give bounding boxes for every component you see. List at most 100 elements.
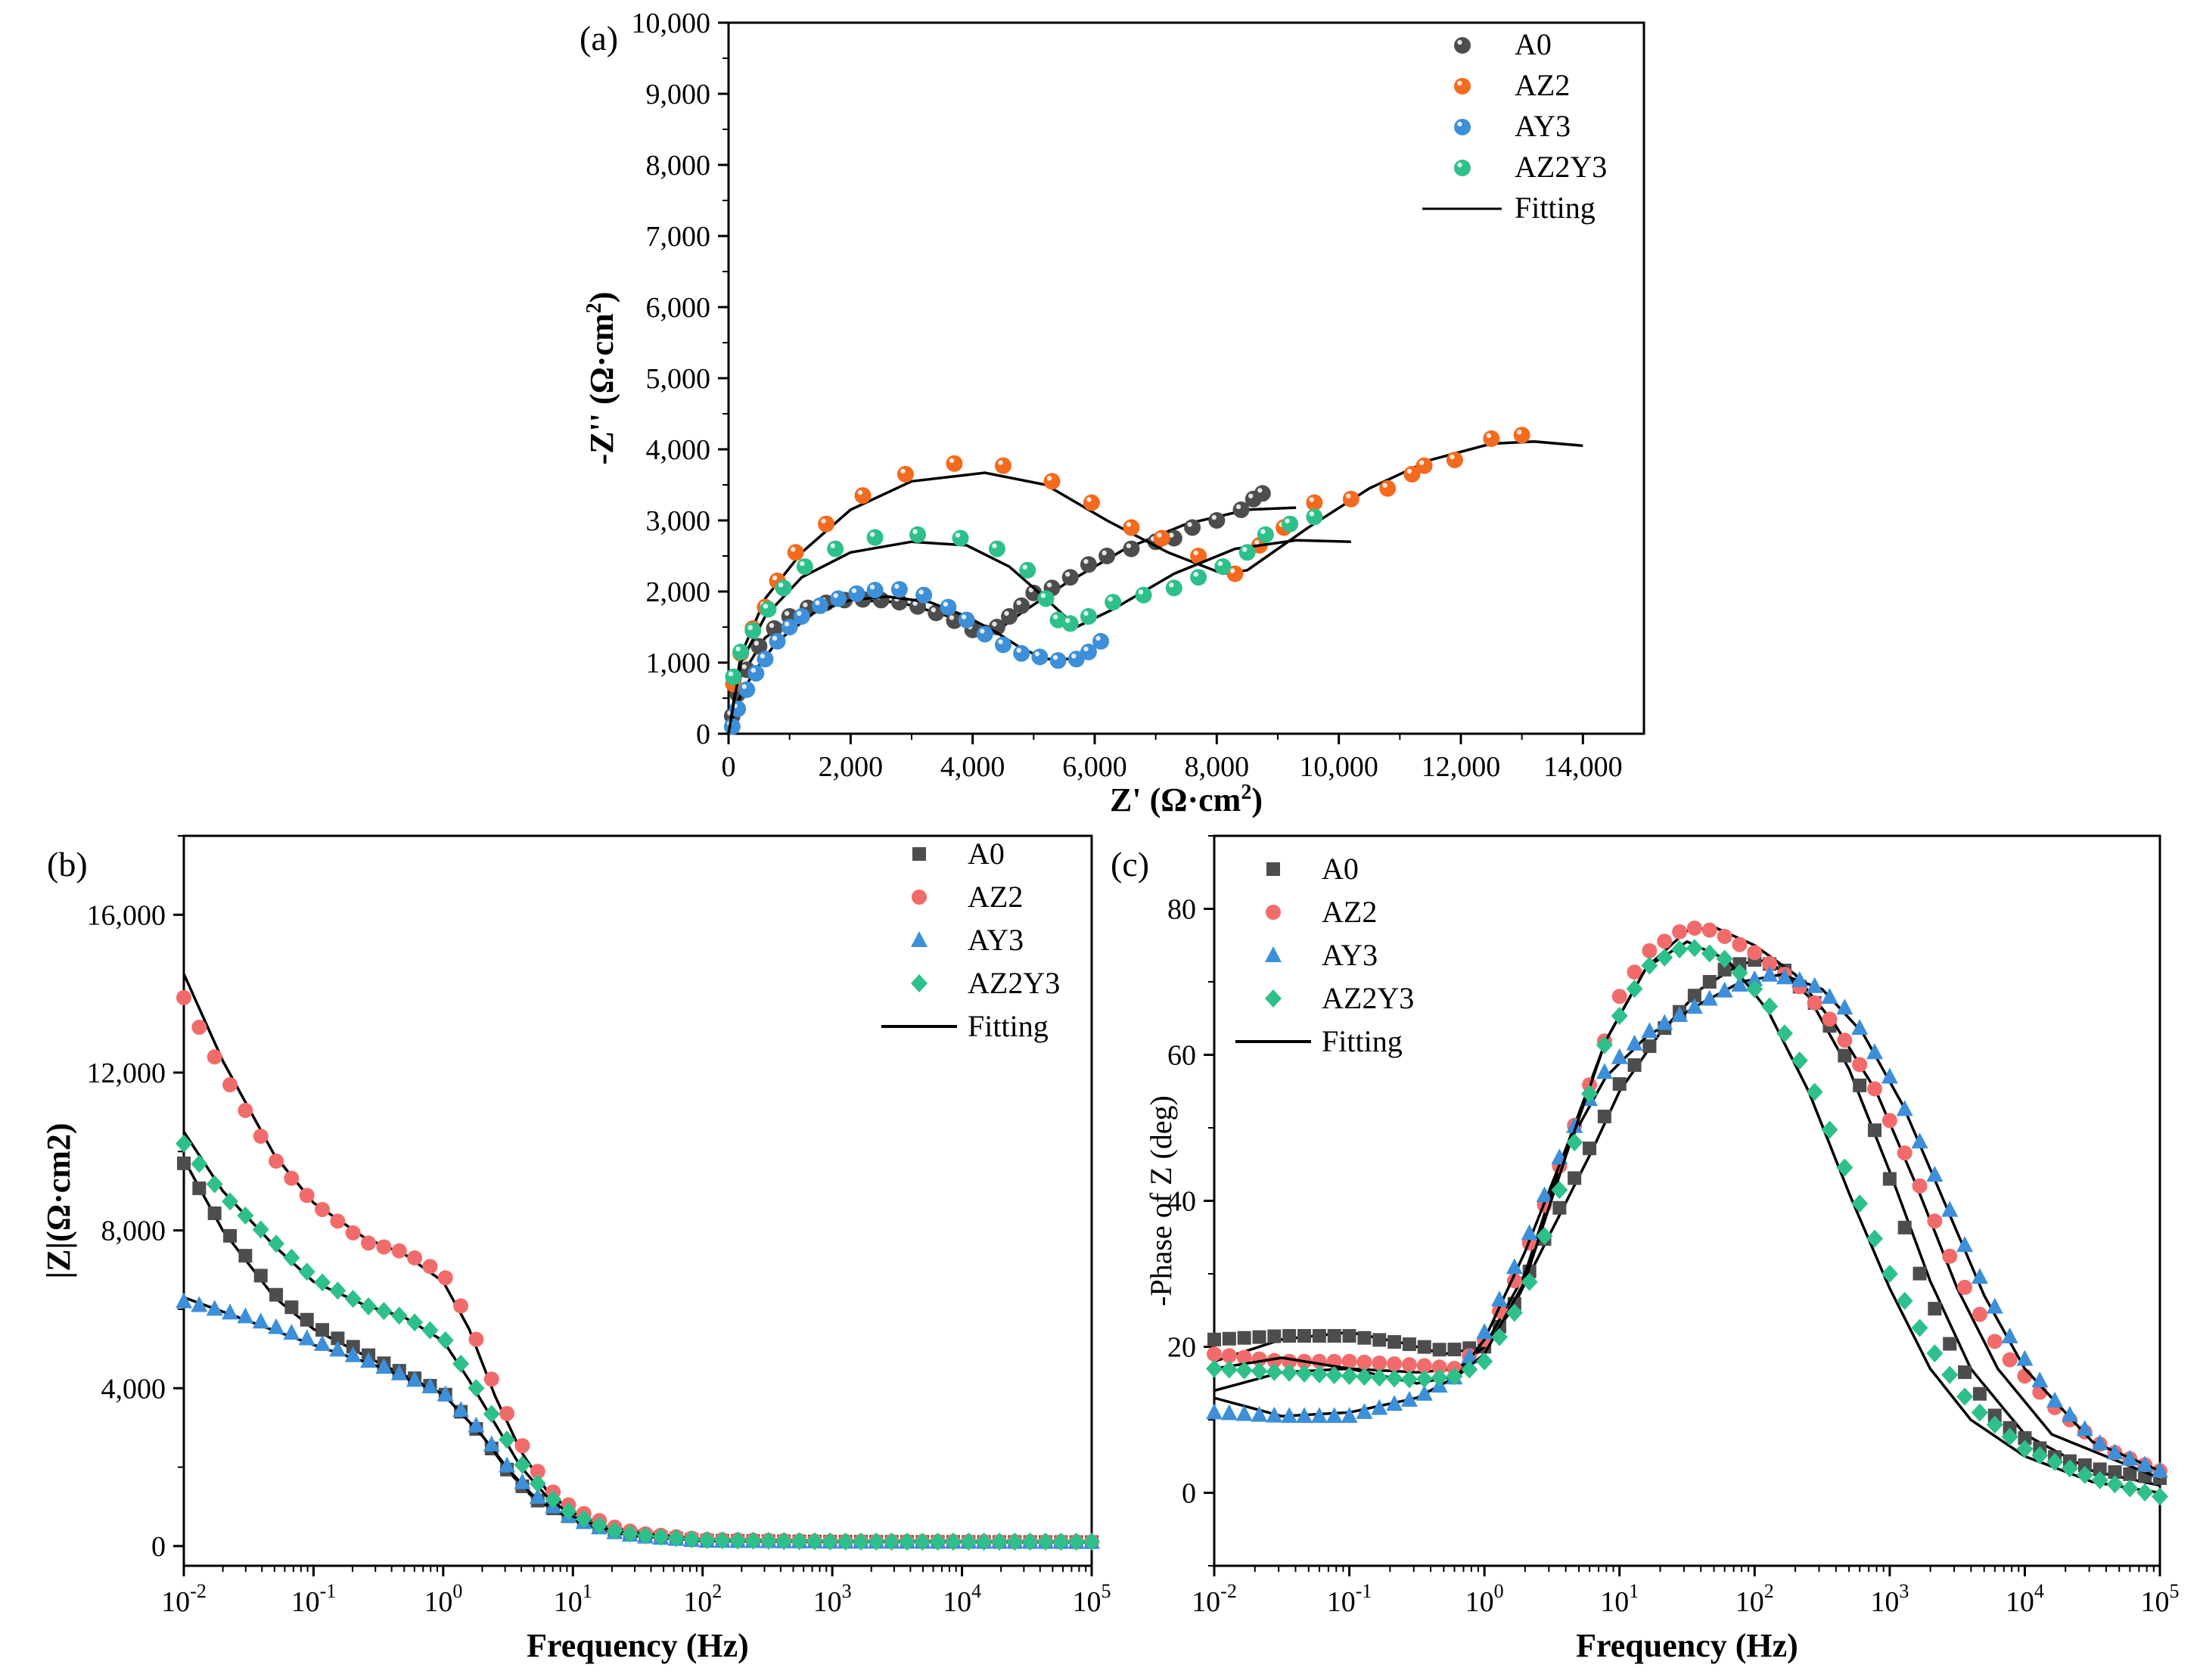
data-point bbox=[1611, 1007, 1628, 1026]
x-tick-base: 10 bbox=[1192, 1586, 1220, 1618]
data-point-highlight bbox=[772, 635, 778, 641]
x-tick-label: 105 bbox=[1073, 1580, 1111, 1618]
y-tick-label: 8,000 bbox=[101, 1216, 166, 1247]
data-point bbox=[1236, 1349, 1252, 1365]
data-point bbox=[1401, 1357, 1417, 1373]
data-point-highlight bbox=[1309, 511, 1315, 517]
data-point bbox=[827, 540, 844, 557]
data-point bbox=[1207, 1332, 1221, 1346]
data-point-highlight bbox=[778, 582, 784, 588]
data-point bbox=[1943, 1337, 1957, 1351]
data-point bbox=[315, 1323, 330, 1337]
data-point bbox=[514, 1473, 531, 1489]
data-point bbox=[1296, 1407, 1313, 1424]
data-point bbox=[1221, 1348, 1237, 1364]
data-point bbox=[483, 1435, 500, 1452]
data-point-highlight bbox=[1086, 497, 1092, 502]
axis-title: Z' (Ω·cm2) bbox=[1110, 781, 1263, 818]
data-point bbox=[723, 718, 741, 735]
data-point bbox=[1036, 1532, 1054, 1551]
data-point-highlight bbox=[1065, 618, 1070, 623]
fit-line-AZ2 bbox=[182, 973, 1092, 1543]
data-point bbox=[1747, 945, 1763, 961]
x-tick-label: 10-1 bbox=[291, 1580, 337, 1618]
data-point bbox=[237, 1307, 254, 1324]
data-point bbox=[1941, 1200, 1959, 1217]
data-point bbox=[1386, 1369, 1403, 1388]
data-point-highlight bbox=[1169, 533, 1174, 538]
data-point bbox=[298, 1329, 315, 1346]
data-point bbox=[1866, 1043, 1884, 1060]
data-point bbox=[1013, 644, 1030, 662]
data-point bbox=[1325, 1366, 1343, 1385]
legend: A0 AZ2 AY3 AZ2Y3 Fitting bbox=[881, 837, 1060, 1043]
data-point bbox=[1235, 1405, 1253, 1421]
data-point bbox=[468, 1416, 485, 1433]
legend-marker-AZ2Y3-highlight bbox=[1457, 162, 1462, 168]
data-point-highlight bbox=[1450, 454, 1455, 460]
data-point-highlight bbox=[1157, 533, 1162, 538]
data-point bbox=[1341, 1367, 1358, 1386]
data-point bbox=[391, 1243, 407, 1259]
data-point bbox=[738, 681, 756, 698]
data-point bbox=[866, 529, 884, 546]
data-point-highlight bbox=[931, 607, 936, 613]
data-point-highlight bbox=[1406, 468, 1412, 474]
data-point-highlight bbox=[998, 639, 1003, 644]
x-tick-label: 102 bbox=[683, 1580, 722, 1618]
data-point-highlight bbox=[869, 584, 875, 590]
data-point-highlight bbox=[943, 601, 949, 607]
data-point bbox=[1851, 1019, 1869, 1036]
data-point bbox=[2016, 1349, 2034, 1366]
data-point-highlight bbox=[769, 623, 775, 629]
data-point bbox=[1049, 652, 1067, 669]
panel-b: 10-2 10-1 100 101 102 103 104 10504,0008,00012,… bbox=[40, 834, 1111, 1664]
y-tick-label: 6,000 bbox=[646, 292, 711, 324]
fit-line-AZ2Y3 bbox=[727, 539, 1351, 734]
data-point bbox=[223, 1228, 238, 1243]
data-point bbox=[1402, 1337, 1416, 1352]
data-point bbox=[1251, 1405, 1268, 1422]
data-point-highlight bbox=[955, 533, 961, 538]
legend-marker-AZ2 bbox=[1454, 78, 1471, 95]
data-point-highlight bbox=[1516, 430, 1522, 435]
panel-c: 10-2 10-1 100 101 102 103 104 105020406080(c)Fr… bbox=[1111, 834, 2180, 1664]
data-point bbox=[1431, 1368, 1448, 1387]
data-point bbox=[787, 544, 804, 561]
data-point bbox=[1836, 1158, 1854, 1177]
data-point-highlight bbox=[1052, 614, 1058, 620]
data-point bbox=[1671, 940, 1689, 959]
data-point bbox=[1306, 494, 1323, 511]
x-tick-exp: 4 bbox=[971, 1580, 981, 1602]
x-tick-base: 10 bbox=[1600, 1586, 1629, 1618]
x-tick-label: 105 bbox=[2141, 1580, 2180, 1618]
data-point-highlight bbox=[992, 621, 997, 627]
data-point bbox=[1853, 1078, 1867, 1092]
data-point bbox=[1806, 977, 1823, 993]
y-tick-label: 10,000 bbox=[632, 8, 711, 39]
data-point bbox=[1986, 1415, 2003, 1434]
data-point bbox=[1061, 615, 1079, 632]
data-point bbox=[530, 1464, 545, 1480]
data-point-highlight bbox=[760, 654, 766, 659]
data-point bbox=[1083, 494, 1100, 511]
data-point bbox=[990, 1532, 1008, 1551]
data-point-highlight bbox=[1095, 635, 1101, 641]
x-tick-exp: 2 bbox=[712, 1580, 722, 1602]
data-point bbox=[1222, 1331, 1236, 1346]
x-tick-exp: 2 bbox=[1764, 1580, 1774, 1602]
legend-marker-A0 bbox=[1266, 862, 1280, 876]
data-point-highlight bbox=[784, 621, 790, 627]
y-axis-title: |Z|(Ω·cm2) bbox=[40, 1123, 77, 1278]
data-point bbox=[237, 1206, 254, 1225]
x-tick-label: 0 bbox=[722, 751, 736, 783]
data-point-highlight bbox=[1071, 654, 1077, 659]
x-tick-label: 103 bbox=[813, 1580, 852, 1618]
y-tick-label: 12,000 bbox=[87, 1057, 166, 1089]
data-point bbox=[1297, 1329, 1312, 1343]
x-tick-base: 10 bbox=[683, 1586, 712, 1618]
data-point bbox=[360, 1296, 378, 1315]
data-point bbox=[1626, 980, 1643, 998]
data-point bbox=[1220, 1360, 1238, 1379]
data-point-highlight bbox=[1065, 572, 1070, 577]
